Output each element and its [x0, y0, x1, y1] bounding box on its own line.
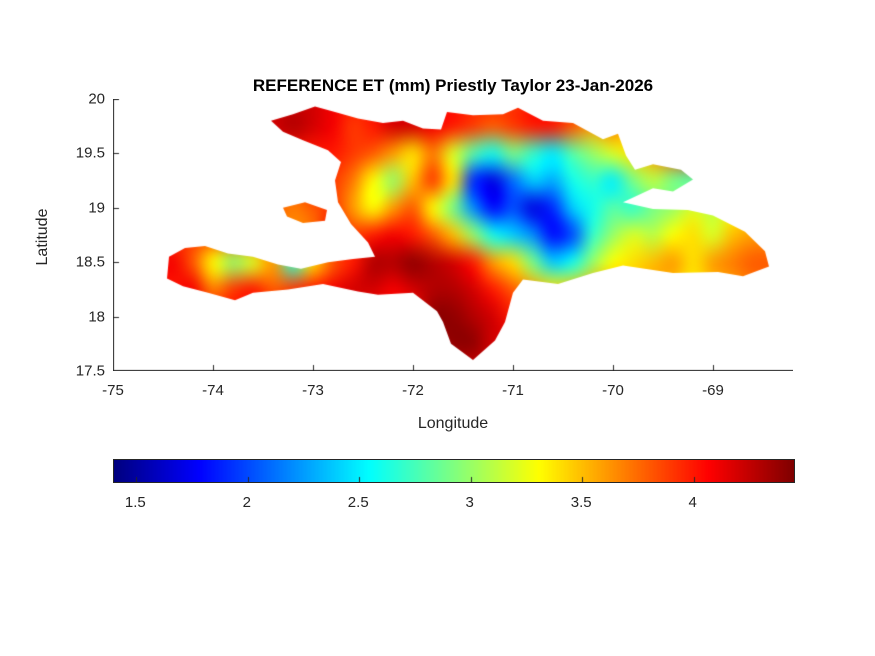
y-tick-label: 18 — [88, 308, 105, 326]
x-tick-label: -71 — [502, 382, 524, 399]
map-plot — [113, 99, 793, 371]
y-tick-label: 20 — [88, 90, 105, 108]
x-tick-label: -69 — [702, 382, 724, 399]
colorbar-tick-label: 4 — [688, 494, 697, 511]
colorbar-tick-label: 2.5 — [347, 494, 369, 511]
y-tick-label: 17.5 — [75, 362, 105, 380]
y-axis-label: Latitude — [34, 208, 51, 266]
y-tick-label: 19.5 — [75, 144, 105, 162]
y-tick-label: 18.5 — [75, 253, 105, 271]
x-tick-label: -72 — [402, 382, 424, 399]
colorbar-tick-label: 1.5 — [124, 494, 146, 511]
colorbar-tick-label: 3.5 — [570, 494, 592, 511]
x-tick-label: -73 — [302, 382, 324, 399]
x-tick-label: -70 — [602, 382, 624, 399]
x-tick-label: -74 — [202, 382, 224, 399]
colorbar — [113, 459, 795, 483]
y-tick-label: 19 — [88, 199, 105, 217]
colorbar-tick-label: 3 — [465, 494, 474, 511]
chart-title: REFERENCE ET (mm) Priestly Taylor 23-Jan… — [252, 76, 654, 95]
colorbar-tick-label: 2 — [242, 494, 251, 511]
x-tick-label: -75 — [102, 382, 124, 399]
x-axis-label: Longitude — [417, 415, 489, 432]
